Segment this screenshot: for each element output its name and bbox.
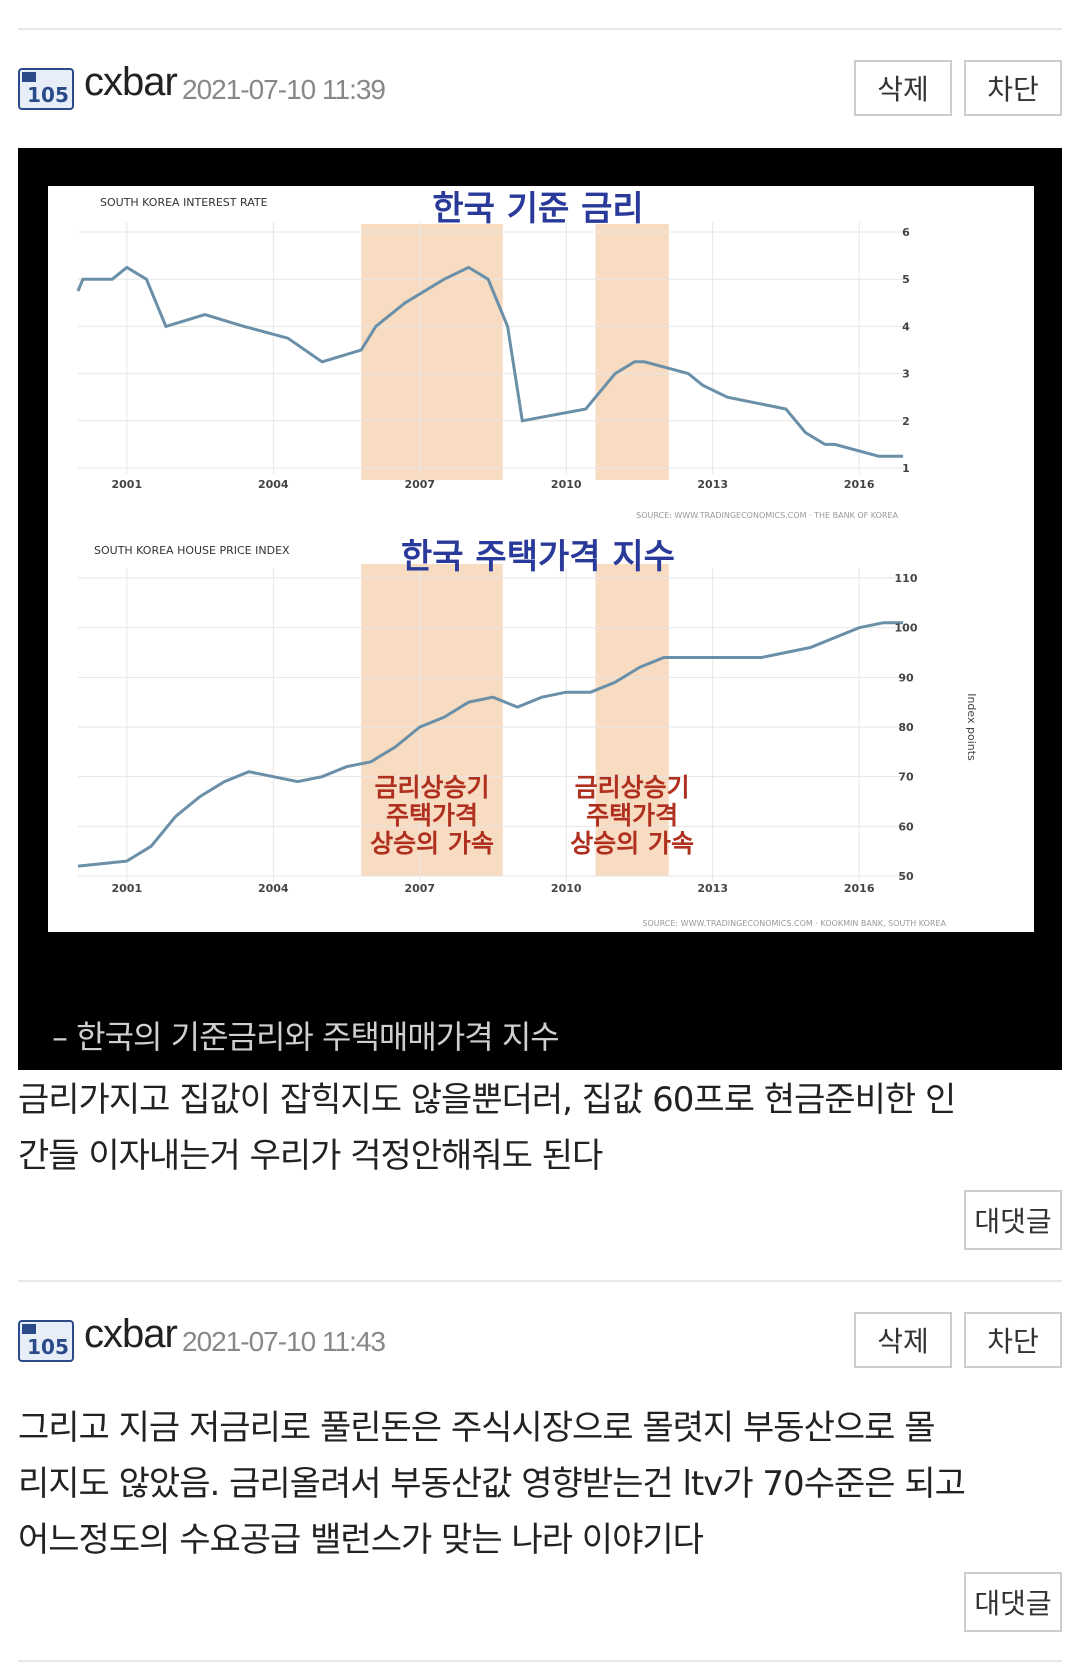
username[interactable]: cxbar [84,1312,178,1356]
series-line [76,265,904,458]
comment-header: 105 cxbar 2021-07-10 11:43 삭제 차단 [18,1308,1062,1368]
y-tick-label: 6 [902,226,910,239]
comment-body: 금리가지고 집값이 잡힉지도 않을뿐더러, 집값 60프로 현금준비한 인 간들… [18,1072,1062,1184]
x-tick-label: 2007 [404,478,435,491]
chart-subtitle: SOUTH KOREA HOUSE PRICE INDEX [94,544,290,557]
chart-annotation: 주택가격 [386,801,478,830]
x-tick-label: 2007 [404,882,435,895]
chart-subtitle: SOUTH KOREA INTEREST RATE [100,196,268,209]
block-button[interactable]: 차단 [964,1312,1062,1368]
user-level-badge: 105 [27,1335,69,1359]
divider-middle [18,1280,1062,1282]
comment-line: 어느정도의 수요공급 밸런스가 맞는 나라 이야기다 [18,1520,704,1560]
reply-button[interactable]: 대댓글 [964,1190,1062,1250]
x-tick-label: 2001 [112,478,143,491]
user-level-badge: 105 [27,83,69,107]
divider-top [18,28,1062,30]
chart-annotation: 금리상승기 [575,773,690,802]
x-tick-label: 2001 [112,882,143,895]
x-tick-label: 2004 [258,478,289,491]
series-line [77,621,904,868]
y-tick-label: 90 [898,671,914,684]
y-tick-label: 80 [898,721,914,734]
x-tick-label: 2016 [844,882,875,895]
attached-chart-image: 2001 2004 2007 2010 2013 2016 1 2 3 4 5 6 SOUTH KORE… [18,148,1062,1070]
chart-annotation: 상승의 가속 [370,829,494,858]
chart-caption: – 한국의 기준금리와 주택매매가격 지수 [52,1018,560,1056]
highlight-band [361,564,503,876]
comment-1: 105 cxbar 2021-07-10 11:39 삭제 차단 2001 200… [18,56,1062,1250]
x-tick-label: 2004 [258,882,289,895]
chart-source: SOURCE: WWW.TRADINGECONOMICS.COM · KOOKM… [642,919,946,928]
highlight-band [361,224,503,480]
delete-button[interactable]: 삭제 [854,1312,952,1368]
y-tick-label: 4 [902,320,910,333]
comment-body: 그리고 지금 저금리로 풀린돈은 주식시장으로 몰렷지 부동산으로 몰 리지도 … [18,1400,1062,1568]
chart-title: 한국 기준 금리 [432,189,643,229]
y-tick-label: 2 [902,415,910,428]
x-tick-label: 2010 [551,882,582,895]
comment-line: 간들 이자내는거 우리가 걱정안해줘도 된다 [18,1136,603,1176]
y-axis-label: Index points [965,693,978,761]
timestamp: 2021-07-10 11:43 [182,1326,386,1357]
timestamp: 2021-07-10 11:39 [182,74,386,105]
comment-line: 그리고 지금 저금리로 풀린돈은 주식시장으로 몰렷지 부동산으로 몰 [18,1408,936,1448]
block-button[interactable]: 차단 [964,60,1062,116]
chart-background [48,186,1034,932]
highlight-band [595,564,669,876]
delete-button[interactable]: 삭제 [854,60,952,116]
y-tick-label: 1 [902,462,910,475]
y-tick-label: 50 [898,870,914,883]
y-tick-label: 60 [898,820,914,833]
chart-annotation: 금리상승기 [374,773,489,802]
divider-bottom [18,1660,1062,1662]
chart-annotation: 상승의 가속 [570,829,694,858]
comment-line: 리지도 않았음. 금리올려서 부동산값 영향받는건 ltv가 70수준은 되고 [18,1464,966,1504]
username[interactable]: cxbar [84,60,178,104]
chart-title: 한국 주택가격 지수 [401,537,675,577]
y-tick-label: 5 [902,273,910,286]
highlight-band [595,224,669,480]
chart-panel: 2001 2004 2007 2010 2013 2016 1 2 3 4 5 6 SOUTH KORE… [48,186,1034,932]
comment-line: 금리가지고 집값이 잡힉지도 않을뿐더러, 집값 60프로 현금준비한 인 [18,1080,956,1120]
user-level-icon: 105 [18,68,74,110]
user-level-icon: 105 [18,1320,74,1362]
y-tick-label: 3 [902,368,910,381]
chart-source: SOURCE: WWW.TRADINGECONOMICS.COM · THE B… [636,511,898,520]
y-tick-label: 110 [895,572,918,585]
comment-2: 105 cxbar 2021-07-10 11:43 삭제 차단 그리고 지금 … [18,1308,1062,1632]
x-tick-label: 2010 [551,478,582,491]
x-tick-label: 2013 [697,478,728,491]
reply-button[interactable]: 대댓글 [964,1572,1062,1632]
y-tick-label: 70 [898,771,914,784]
comment-header: 105 cxbar 2021-07-10 11:39 삭제 차단 [18,56,1062,116]
x-tick-label: 2013 [697,882,728,895]
x-tick-label: 2016 [844,478,875,491]
chart-annotation: 주택가격 [586,801,678,830]
y-tick-label: 100 [895,622,918,635]
